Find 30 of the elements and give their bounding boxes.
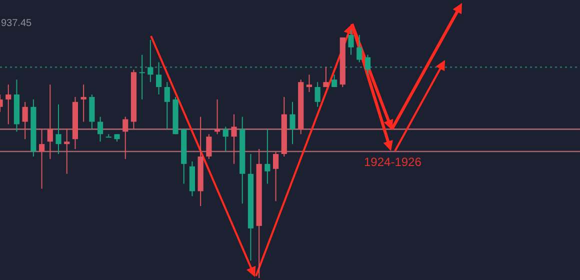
candlestick — [264, 128, 270, 184]
candlestick — [80, 84, 86, 122]
candlestick — [290, 101, 296, 145]
candlestick — [6, 84, 12, 125]
candlestick — [364, 54, 371, 76]
candlestick — [348, 30, 354, 56]
candlestick — [356, 34, 362, 63]
candlestick — [139, 54, 145, 100]
candlestick — [323, 66, 329, 88]
annotation: 1924-1926 — [364, 155, 422, 169]
candlestick — [306, 74, 312, 92]
candlestick — [272, 151, 279, 202]
candlestick — [231, 114, 237, 164]
candlestick — [122, 116, 128, 160]
candlestick — [214, 98, 220, 135]
candlestick — [97, 116, 104, 142]
candlestick — [148, 39, 154, 83]
candlestick — [64, 128, 70, 174]
text: 937.45 — [1, 18, 32, 29]
candlestick — [22, 101, 28, 140]
candlestick — [222, 126, 228, 152]
candlestick — [47, 84, 53, 160]
candlestick — [164, 82, 170, 130]
candlestick — [314, 82, 320, 108]
candlestick — [331, 74, 338, 88]
candlestick — [156, 62, 162, 95]
candlestick — [206, 134, 212, 160]
candlestick — [38, 128, 45, 190]
candlestick — [106, 134, 112, 138]
candlestick — [56, 104, 62, 154]
